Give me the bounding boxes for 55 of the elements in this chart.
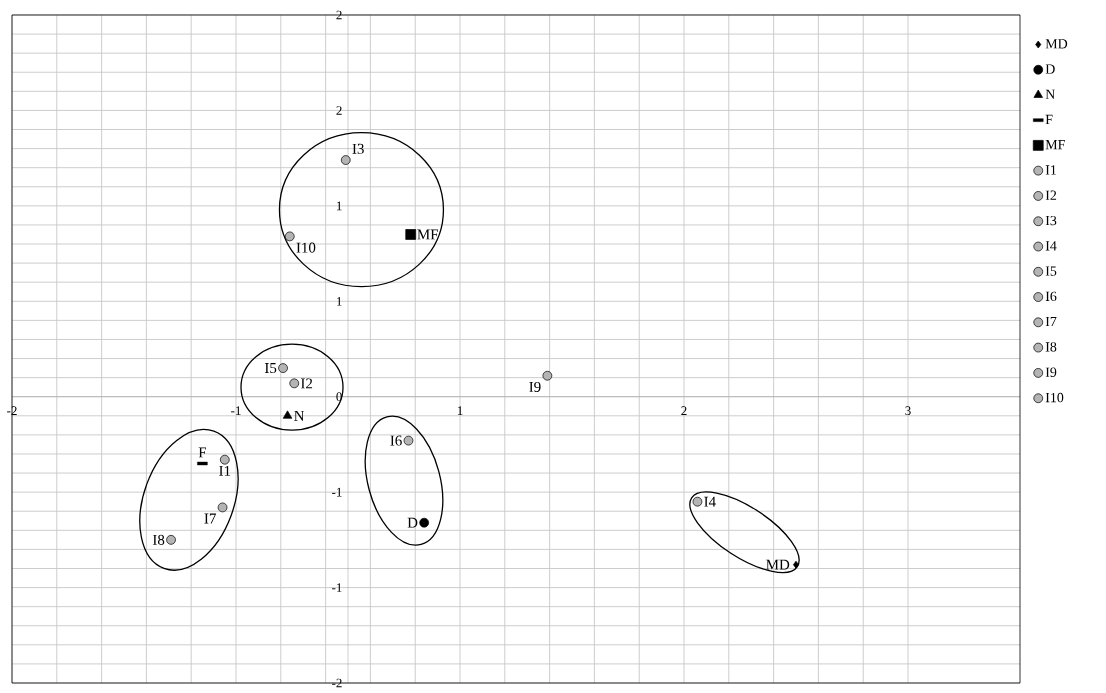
point (219, 454, 230, 465)
text: I2 (300, 378, 313, 389)
text: I4 (704, 496, 716, 507)
point (403, 435, 414, 446)
legend-label: I3 (1045, 215, 1057, 226)
text: I9 (529, 381, 541, 392)
text: N (294, 410, 305, 421)
text: MD (766, 559, 790, 570)
legend-label: I9 (1045, 367, 1057, 377)
x-tick-label: 3 (905, 406, 911, 416)
x-tick-label: 1 (457, 406, 463, 415)
y-tick-label: 1 (337, 201, 342, 211)
legend-label: MF (1045, 140, 1065, 150)
point (217, 502, 228, 513)
x-tick-label: 2 (681, 406, 687, 415)
point (289, 378, 300, 389)
legend-label: F (1045, 114, 1053, 124)
point (284, 231, 295, 242)
y-tick-label: 1 (337, 297, 342, 306)
point (405, 229, 417, 240)
point (278, 363, 288, 373)
text: I10 (296, 242, 316, 253)
y-tick-label: 0 (336, 392, 342, 402)
point (419, 517, 429, 528)
y-tick-label: -1 (332, 487, 342, 497)
legend-label: N (1045, 89, 1055, 99)
legend-label: I2 (1045, 190, 1057, 200)
y-tick-label: -2 (332, 678, 342, 688)
text: I1 (219, 465, 231, 476)
legend-label: I6 (1045, 291, 1057, 302)
y-tick-label: -1 (332, 583, 342, 592)
legend-label: I7 (1045, 316, 1057, 327)
point (340, 155, 351, 165)
y-tick-label: 2 (336, 106, 342, 115)
legend-label: I8 (1045, 342, 1057, 352)
point (282, 410, 293, 419)
text: MF (417, 229, 438, 240)
legend-label: MD (1045, 39, 1068, 49)
x-tick-label: -1 (231, 406, 241, 415)
legend-label: I10 (1045, 392, 1064, 403)
text: D (407, 517, 418, 528)
legend-label: D (1045, 64, 1055, 74)
legend-label: I5 (1045, 266, 1057, 276)
text: I3 (352, 143, 364, 154)
legend-label: I4 (1045, 241, 1057, 251)
text: F (198, 447, 207, 458)
point (542, 370, 553, 381)
y-tick-label: 2 (336, 10, 342, 20)
legend-label: I1 (1045, 165, 1057, 175)
text: I8 (152, 534, 165, 545)
x-tick-label: -2 (7, 406, 17, 415)
point (166, 535, 176, 545)
text: I6 (390, 435, 402, 446)
text: I5 (264, 363, 277, 374)
text: I7 (204, 513, 216, 524)
